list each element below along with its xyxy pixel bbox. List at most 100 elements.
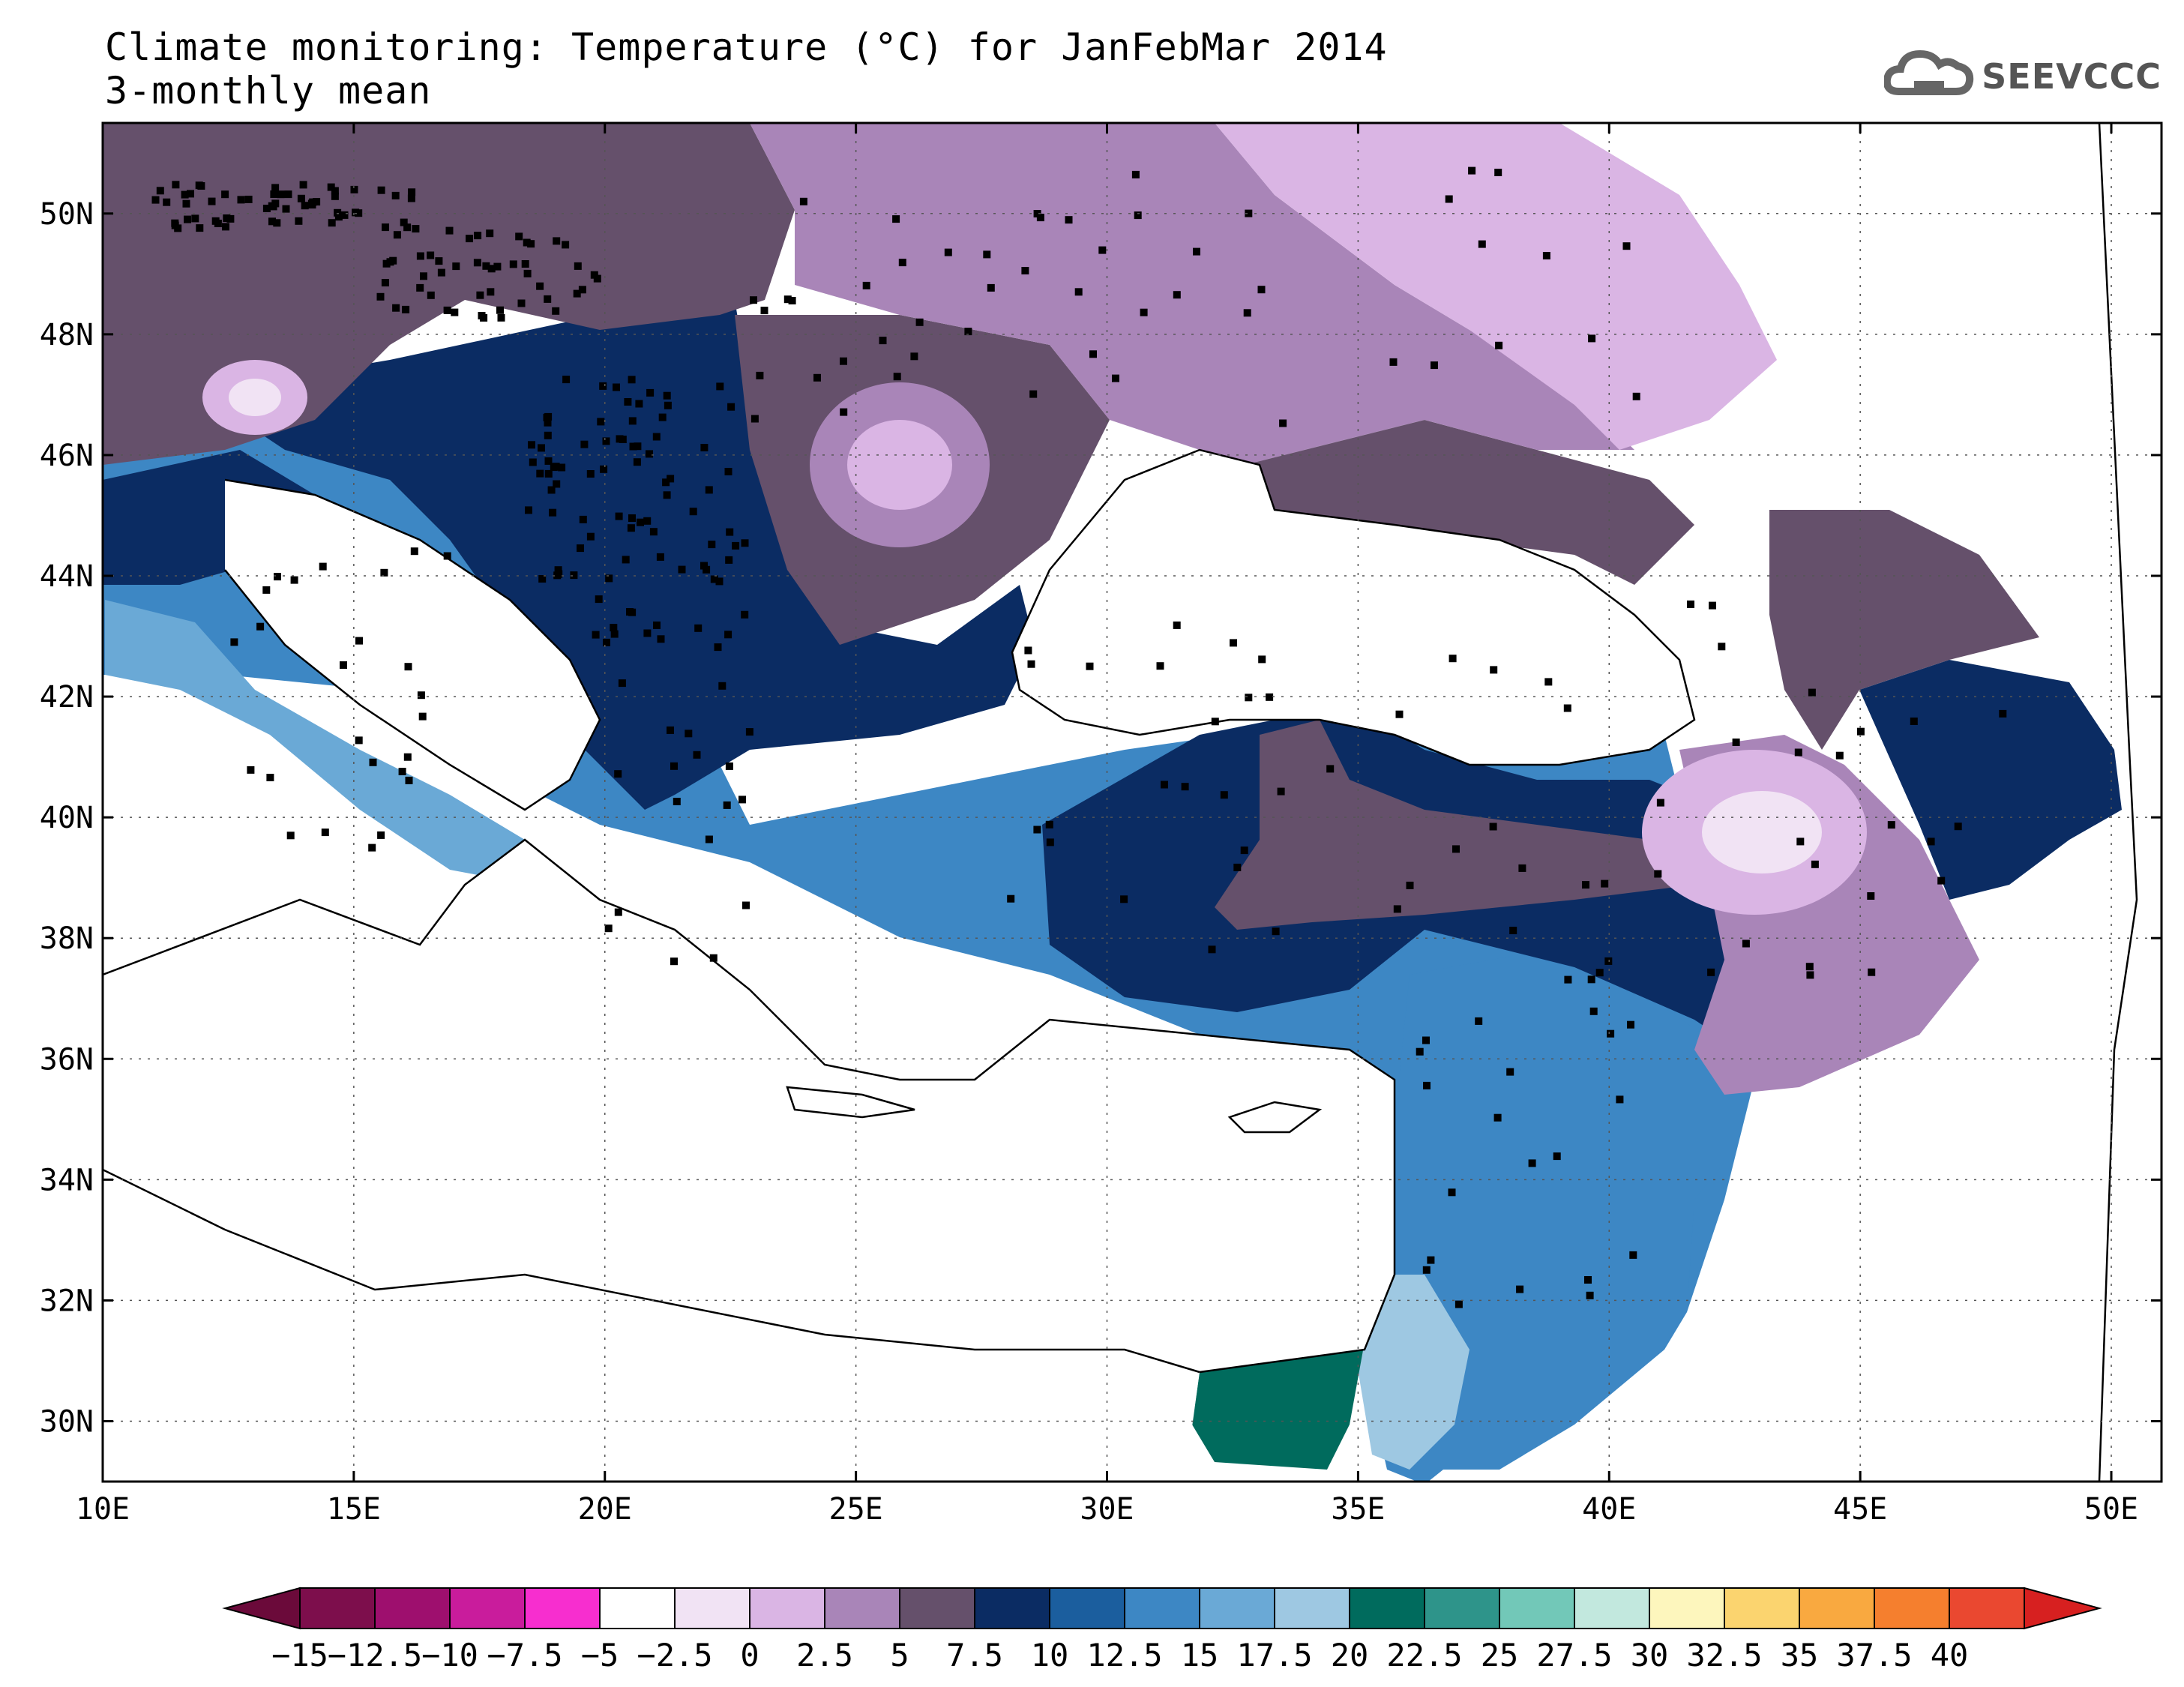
page-subtitle: 3-monthly mean (105, 69, 432, 112)
station-marker (646, 450, 653, 458)
station-marker (724, 631, 732, 639)
station-marker (723, 801, 731, 809)
colorbar-swatch (1799, 1587, 1875, 1629)
station-marker (1887, 821, 1895, 829)
station-markers (151, 166, 2007, 1308)
station-marker (700, 444, 709, 451)
station-marker (187, 190, 194, 198)
station-marker (393, 231, 401, 239)
x-axis: 10E 15E 20E 25E 30E 35E 40E 45E 50E (76, 123, 2138, 1527)
station-marker (391, 191, 400, 199)
colorbar-label: −12.5 (328, 1637, 422, 1674)
station-marker (553, 237, 561, 245)
station-marker (163, 198, 171, 206)
station-marker (1027, 660, 1035, 668)
station-marker (1742, 939, 1750, 948)
field-17.5-20 (1192, 1342, 1365, 1470)
station-marker (452, 262, 460, 271)
station-marker (663, 391, 671, 400)
station-marker (1475, 1017, 1483, 1025)
station-marker (497, 313, 505, 322)
station-marker (586, 470, 595, 478)
colorbar-swatch (1124, 1587, 1200, 1629)
station-marker (544, 457, 553, 465)
station-marker (195, 181, 203, 190)
station-marker (840, 408, 848, 416)
page-title: Climate monitoring: Temperature (°C) for… (105, 25, 1388, 69)
station-marker (662, 478, 670, 487)
station-marker (1161, 781, 1168, 789)
station-marker (1007, 894, 1015, 903)
station-marker (1445, 195, 1453, 203)
station-marker (799, 197, 807, 205)
station-marker (1468, 166, 1476, 175)
colorbar-label: 0 (740, 1637, 759, 1674)
station-marker (1587, 975, 1595, 984)
station-marker (1808, 688, 1816, 697)
station-marker (1395, 710, 1404, 718)
coastline-caspian (2098, 123, 2138, 1482)
station-marker (910, 352, 918, 361)
station-marker (1868, 968, 1876, 976)
station-marker (274, 573, 281, 581)
station-marker (156, 187, 164, 195)
colorbar-swatch (1049, 1587, 1125, 1629)
station-marker (151, 196, 160, 204)
y-tick-label: 46N (40, 439, 94, 473)
station-marker (270, 190, 278, 198)
station-marker (474, 232, 482, 240)
station-marker (578, 286, 586, 294)
station-marker (658, 413, 667, 421)
station-marker (643, 517, 652, 525)
title-block: Climate monitoring: Temperature (°C) for… (105, 25, 1388, 112)
station-marker (544, 418, 552, 427)
station-marker (1423, 1081, 1431, 1089)
station-marker (741, 610, 749, 619)
station-marker (1243, 309, 1251, 317)
station-marker (708, 541, 716, 549)
colorbar-swatch (899, 1587, 975, 1629)
station-marker (983, 250, 991, 259)
station-marker (627, 524, 635, 532)
station-marker (1937, 876, 1946, 885)
x-tick-label: 35E (1331, 1492, 1385, 1527)
station-marker (544, 295, 552, 303)
adriatic-sea (225, 480, 600, 810)
station-marker (726, 528, 734, 536)
colorbar-label: 37.5 (1836, 1637, 1912, 1674)
station-marker (1493, 1113, 1502, 1122)
station-marker (301, 202, 309, 210)
coastline-cyprus (1227, 1101, 1323, 1134)
station-marker (745, 728, 753, 736)
station-marker (1811, 860, 1819, 868)
station-marker (476, 291, 484, 299)
station-marker (437, 268, 445, 277)
station-marker (1065, 216, 1073, 224)
station-marker (416, 252, 424, 260)
colorbar-swatch (1199, 1587, 1275, 1629)
station-marker (273, 219, 281, 227)
station-marker (1999, 709, 2007, 718)
station-marker (1910, 718, 1918, 725)
station-marker (319, 562, 327, 571)
station-marker (624, 398, 632, 406)
colorbar-swatch (1874, 1587, 1950, 1629)
colorbar-swatch (1949, 1587, 2025, 1629)
station-marker (355, 637, 363, 645)
station-marker (1490, 666, 1498, 674)
station-marker (284, 190, 292, 199)
caspian-sea (2099, 123, 2162, 1482)
colorbar-swatch (299, 1587, 376, 1629)
station-marker (670, 762, 678, 770)
station-marker (1233, 863, 1242, 871)
station-marker (211, 217, 220, 225)
station-marker (1422, 1036, 1430, 1044)
station-marker (262, 205, 271, 212)
station-marker (552, 307, 560, 315)
station-marker (600, 465, 608, 473)
station-marker (277, 190, 285, 199)
station-marker (529, 458, 537, 466)
station-marker (355, 736, 363, 745)
station-marker (1528, 1159, 1536, 1167)
